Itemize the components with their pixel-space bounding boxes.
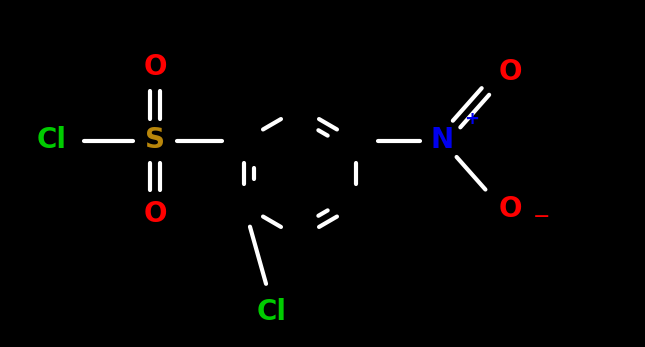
Text: O: O <box>143 53 167 81</box>
Text: −: − <box>533 207 551 227</box>
Text: N: N <box>430 127 453 154</box>
Text: O: O <box>498 195 522 223</box>
Text: Cl: Cl <box>257 298 287 326</box>
Text: O: O <box>498 58 522 86</box>
Text: O: O <box>143 200 167 228</box>
Text: +: + <box>464 110 479 128</box>
Text: S: S <box>145 127 165 154</box>
Text: Cl: Cl <box>37 127 67 154</box>
